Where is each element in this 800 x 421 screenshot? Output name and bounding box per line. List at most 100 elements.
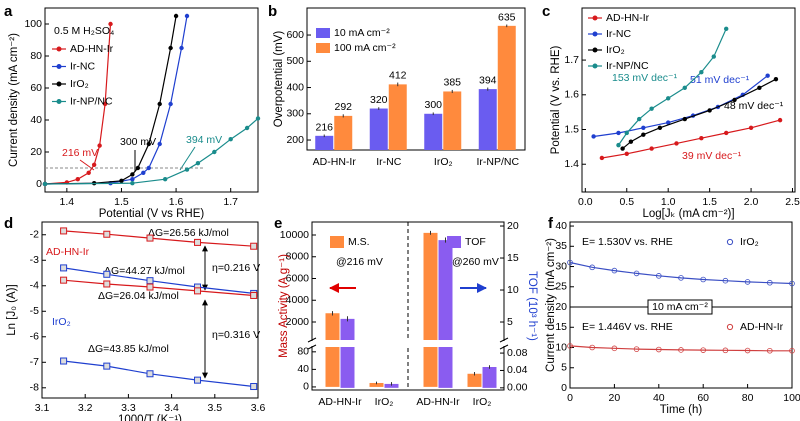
legend-label: IrO₂ bbox=[740, 236, 759, 248]
data-point bbox=[103, 362, 111, 370]
data-point bbox=[641, 132, 646, 137]
data-point bbox=[194, 376, 202, 384]
legend-label: Ir-NP/NC bbox=[70, 95, 113, 107]
pointer bbox=[179, 146, 196, 171]
data-point bbox=[777, 117, 783, 123]
data-point bbox=[168, 45, 173, 51]
group-label: @216 mV bbox=[336, 256, 383, 268]
data-point bbox=[589, 344, 595, 351]
data-point bbox=[699, 135, 704, 141]
y-tick-label: 40 bbox=[555, 220, 567, 232]
y-tick-label: 30 bbox=[555, 260, 567, 272]
bar bbox=[369, 382, 384, 387]
data-point bbox=[641, 125, 646, 130]
x-tick-label: AD-HN-Ir bbox=[416, 396, 460, 408]
data-point bbox=[255, 116, 261, 121]
data-point bbox=[212, 149, 217, 155]
y-tick-label: 8000 bbox=[286, 251, 310, 263]
x-tick-label: 0.5 bbox=[619, 196, 634, 208]
data-point bbox=[724, 130, 729, 136]
y2-tick-label: 10 bbox=[507, 284, 519, 296]
data-point bbox=[103, 230, 111, 238]
data-point bbox=[194, 287, 202, 295]
x-tick-label: 1.6 bbox=[169, 196, 184, 208]
y-tick-label: 40 bbox=[297, 363, 309, 375]
y-tick-label: 200 bbox=[286, 134, 304, 146]
legend-label: Ir-NP/NC bbox=[606, 60, 649, 72]
data-point bbox=[711, 54, 716, 59]
annotation: 10 mA cm⁻² bbox=[652, 301, 708, 313]
legend-label: Ir-NC bbox=[70, 60, 95, 72]
data-point bbox=[766, 279, 773, 286]
data-point bbox=[611, 267, 618, 274]
value-label: 412 bbox=[389, 69, 407, 81]
legend-label: IrO₂ bbox=[606, 44, 625, 56]
annotation: E= 1.530V vs. RHE bbox=[582, 236, 673, 248]
y-tick-label: 4000 bbox=[286, 294, 310, 306]
label-box bbox=[647, 299, 713, 315]
x-tick-label: Ir-NP/NC bbox=[476, 156, 519, 168]
data-point bbox=[173, 13, 179, 19]
y-tick-label: -5 bbox=[30, 305, 39, 317]
legend-swatch bbox=[316, 43, 330, 53]
axis-break bbox=[308, 341, 508, 346]
legend-marker bbox=[56, 64, 62, 69]
plot-frame bbox=[44, 7, 259, 193]
y-tick-label: 6000 bbox=[286, 272, 310, 284]
x-tick-label: 2.0 bbox=[744, 196, 759, 208]
annotation: 216 mV bbox=[62, 147, 98, 159]
y-tick-label: -7 bbox=[30, 356, 39, 368]
data-point bbox=[748, 125, 754, 130]
data-point bbox=[655, 273, 662, 279]
series-line bbox=[569, 345, 792, 352]
legend-marker bbox=[726, 238, 734, 246]
data-point bbox=[130, 172, 135, 177]
data-point bbox=[146, 370, 154, 378]
data-point bbox=[765, 73, 770, 78]
y-tick-label: 100 bbox=[24, 18, 42, 30]
data-point bbox=[700, 276, 706, 283]
annotation: IrO₂ bbox=[52, 316, 71, 328]
y-tick-label: -8 bbox=[30, 382, 39, 394]
panel-label: d bbox=[4, 215, 13, 232]
data-point bbox=[60, 264, 68, 272]
x-axis-label: Potential (V vs RHE) bbox=[99, 208, 205, 220]
data-point bbox=[86, 170, 91, 175]
legend-label: AD-HN-Ir bbox=[740, 321, 784, 333]
x-tick-label: IrO₂ bbox=[434, 156, 453, 168]
data-point bbox=[250, 383, 258, 391]
legend-marker bbox=[56, 81, 62, 87]
x-tick-label: 3.5 bbox=[207, 402, 222, 414]
data-point bbox=[665, 96, 671, 101]
data-point bbox=[103, 280, 111, 288]
annotation: ΔG=26.56 kJ/mol bbox=[148, 227, 229, 239]
y-tick-label: -6 bbox=[30, 331, 39, 343]
series-line bbox=[601, 119, 781, 159]
y2-tick-label: 0.00 bbox=[507, 382, 528, 394]
data-point bbox=[636, 116, 642, 122]
y2-tick-label: 0.04 bbox=[507, 364, 528, 376]
x-tick-label: 20 bbox=[609, 392, 621, 404]
data-point bbox=[60, 227, 68, 235]
y-tick-label: -4 bbox=[30, 280, 39, 292]
x-tick-label: 0 bbox=[567, 392, 573, 404]
y2-tick-label: 20 bbox=[507, 220, 519, 232]
y-axis-label: Current density (mA cm⁻²) bbox=[545, 238, 557, 372]
panel-label: f bbox=[548, 215, 554, 232]
data-point bbox=[179, 45, 184, 51]
x-tick-label: 1.4 bbox=[60, 196, 75, 208]
legend-label: TOF bbox=[465, 236, 486, 248]
x-tick-label: 40 bbox=[653, 392, 665, 404]
data-point bbox=[633, 270, 640, 277]
legend-marker bbox=[592, 63, 598, 69]
data-point bbox=[773, 76, 779, 82]
annotation: 51 mV dec⁻¹ bbox=[690, 74, 750, 86]
y-tick-label: 20 bbox=[30, 146, 42, 158]
legend-swatch bbox=[330, 236, 344, 248]
value-label: 320 bbox=[370, 94, 388, 106]
panel-label: e bbox=[274, 215, 282, 232]
plot-frame bbox=[569, 221, 793, 389]
legend-swatch bbox=[447, 236, 461, 248]
x-tick-label: 60 bbox=[697, 392, 709, 404]
